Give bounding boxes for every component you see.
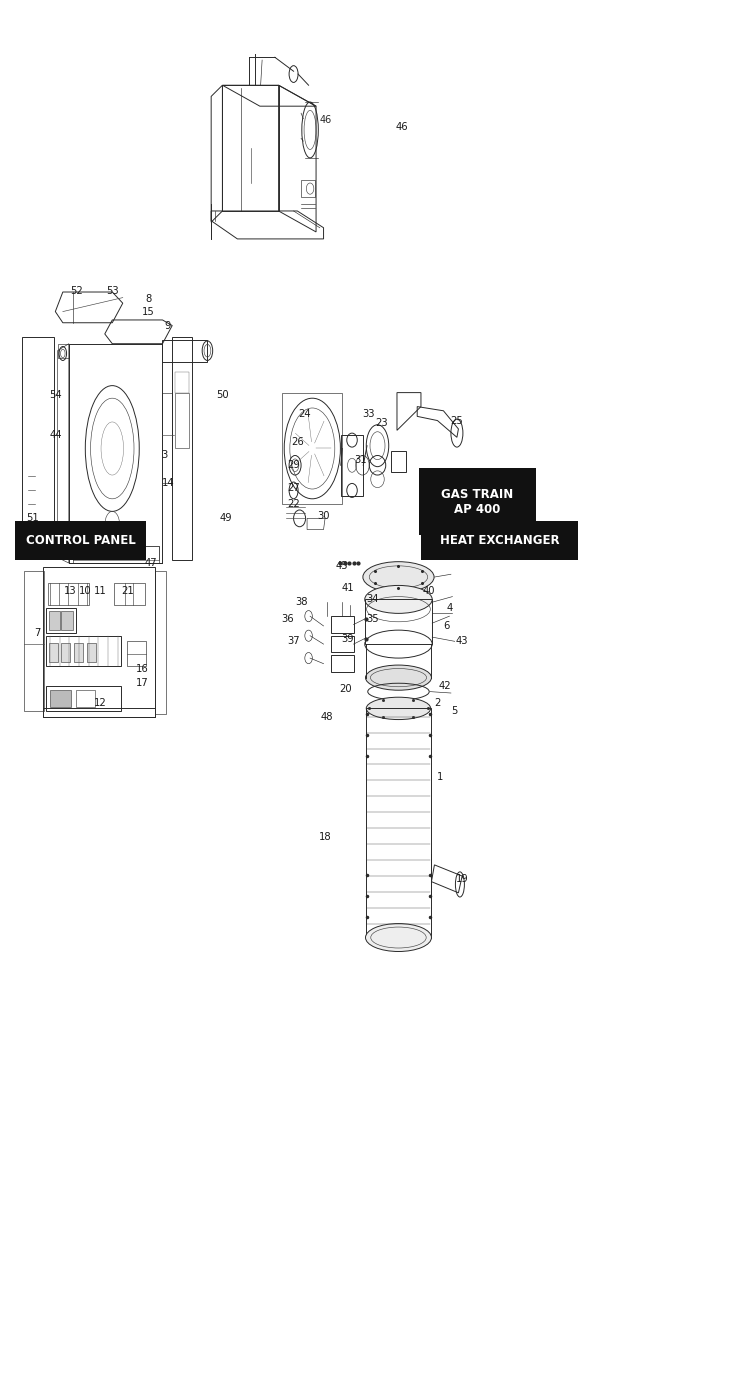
Text: 24: 24	[299, 409, 311, 419]
Ellipse shape	[365, 665, 432, 690]
Bar	[50, 690, 71, 707]
Bar	[72, 546, 159, 563]
Bar	[47, 686, 121, 711]
Bar	[301, 181, 314, 197]
Text: 44: 44	[49, 430, 62, 440]
Text: 52: 52	[70, 286, 83, 295]
Bar	[175, 392, 189, 448]
Bar	[49, 610, 60, 630]
Text: 53: 53	[106, 286, 119, 295]
Text: 41: 41	[341, 584, 354, 594]
Text: 18: 18	[319, 832, 332, 841]
Text: 7: 7	[34, 629, 41, 638]
Text: 29: 29	[287, 461, 300, 470]
Text: 12: 12	[94, 697, 107, 708]
Text: 33: 33	[362, 409, 374, 419]
Text: 19: 19	[456, 874, 468, 883]
Text: 16: 16	[136, 664, 149, 675]
Text: 54: 54	[49, 391, 62, 400]
Text: 6: 6	[443, 622, 450, 631]
Bar	[421, 521, 578, 560]
Text: 49: 49	[220, 514, 232, 524]
Bar	[331, 636, 353, 652]
Text: 17: 17	[136, 678, 149, 689]
Bar	[47, 636, 121, 666]
Bar	[175, 371, 189, 392]
Text: 38: 38	[295, 598, 308, 608]
Text: 31: 31	[355, 455, 367, 465]
Text: 37: 37	[287, 637, 300, 647]
Text: 34: 34	[366, 595, 378, 605]
Text: 9: 9	[165, 321, 171, 330]
Text: 5: 5	[451, 706, 458, 717]
Text: 25: 25	[450, 416, 462, 426]
Text: 46: 46	[320, 115, 332, 125]
Text: 46: 46	[396, 122, 408, 132]
Text: 13: 13	[64, 587, 77, 596]
Bar	[127, 641, 146, 666]
Text: 30: 30	[317, 511, 330, 521]
Text: 1: 1	[436, 771, 443, 781]
Text: 51: 51	[26, 514, 39, 524]
Text: 47: 47	[145, 559, 158, 568]
Text: 40: 40	[422, 587, 435, 596]
Bar	[76, 690, 95, 707]
Bar	[47, 608, 76, 633]
Bar	[15, 521, 146, 560]
Text: 39: 39	[341, 634, 354, 644]
Bar	[331, 616, 353, 633]
Text: 45: 45	[336, 561, 349, 571]
Text: 8: 8	[145, 294, 151, 304]
Text: 36: 36	[281, 615, 294, 624]
Text: 14: 14	[162, 479, 174, 489]
Text: 48: 48	[321, 711, 334, 722]
Text: 50: 50	[216, 391, 229, 400]
Ellipse shape	[363, 561, 434, 592]
Text: 21: 21	[121, 587, 134, 596]
Text: 20: 20	[340, 683, 353, 694]
Text: CONTROL PANEL: CONTROL PANEL	[26, 535, 135, 547]
Ellipse shape	[365, 924, 432, 952]
Bar	[72, 546, 159, 560]
Bar	[62, 643, 71, 662]
Bar	[420, 468, 535, 535]
Bar	[74, 643, 83, 662]
Bar	[15, 521, 146, 560]
Text: 27: 27	[287, 483, 300, 493]
Bar	[62, 610, 72, 630]
Text: 10: 10	[79, 587, 92, 596]
Text: 43: 43	[456, 637, 468, 647]
Text: 23: 23	[376, 419, 388, 428]
Bar	[114, 582, 145, 605]
Text: 22: 22	[287, 500, 300, 510]
Text: 4: 4	[446, 603, 453, 613]
Bar	[49, 643, 58, 662]
Text: 26: 26	[291, 437, 304, 447]
Bar	[86, 643, 96, 662]
Text: 11: 11	[94, 587, 107, 596]
Bar	[48, 582, 89, 605]
Text: 42: 42	[438, 680, 451, 692]
Ellipse shape	[365, 585, 432, 613]
Text: 2: 2	[434, 697, 441, 708]
Text: HEAT EXCHANGER: HEAT EXCHANGER	[440, 535, 559, 547]
Bar	[420, 468, 535, 535]
Bar	[43, 708, 155, 717]
Text: 35: 35	[366, 615, 378, 624]
Text: GAS TRAIN
AP 400: GAS TRAIN AP 400	[441, 487, 514, 515]
Text: 15: 15	[142, 307, 155, 316]
Ellipse shape	[366, 697, 431, 720]
Bar	[421, 521, 578, 560]
Bar	[331, 655, 353, 672]
Text: 3: 3	[162, 451, 168, 461]
